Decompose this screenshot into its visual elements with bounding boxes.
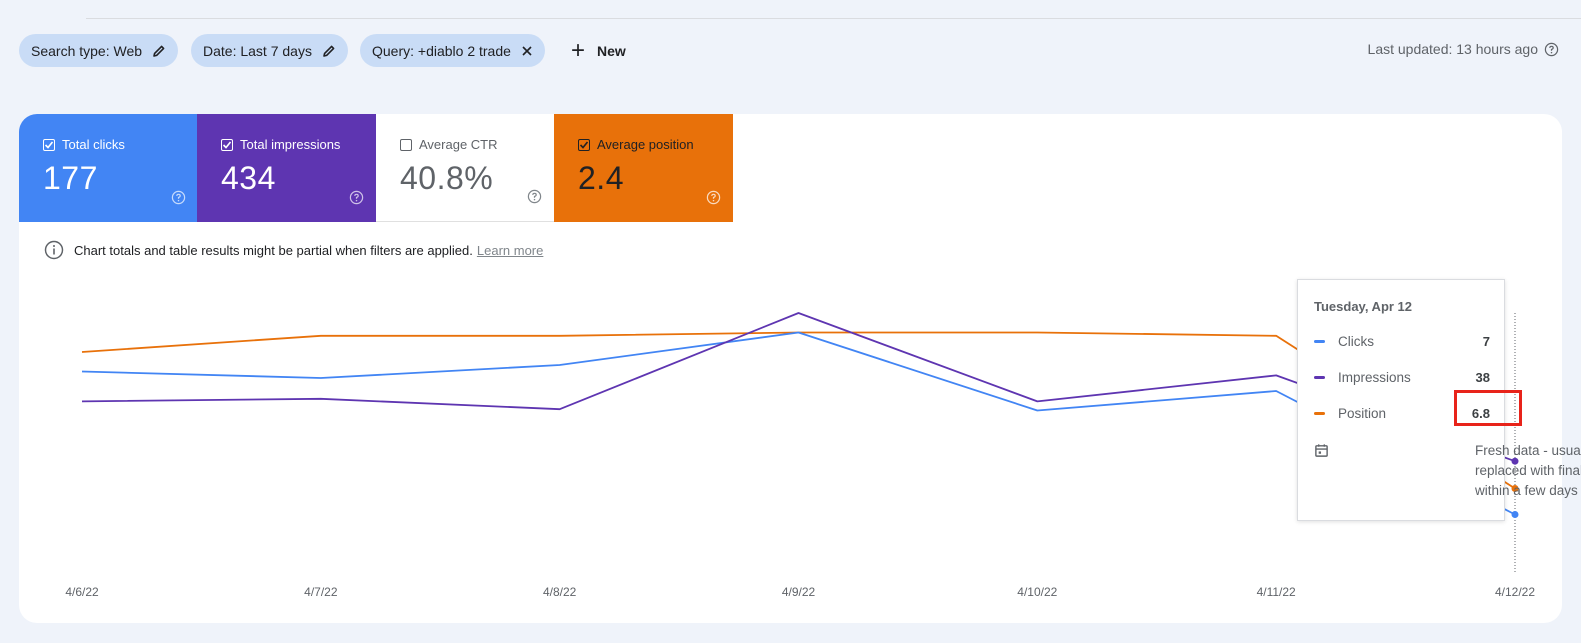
calendar-icon <box>1314 443 1466 501</box>
metric-label: Average CTR <box>419 137 498 152</box>
x-tick-label: 4/12/22 <box>1495 585 1535 599</box>
help-icon[interactable] <box>171 190 186 210</box>
legend-swatch <box>1314 340 1325 343</box>
checkbox-unchecked-icon[interactable] <box>400 138 412 151</box>
notice-text: Chart totals and table results might be … <box>74 242 473 258</box>
filter-chip-label: Query: +diablo 2 trade <box>372 42 511 59</box>
pencil-icon[interactable] <box>152 44 166 58</box>
metric-average-position[interactable]: Average position 2.4 <box>554 114 733 222</box>
tooltip-row-name: Position <box>1338 406 1387 421</box>
tooltip-row-value: 38 <box>1475 370 1490 385</box>
filter-chip-date[interactable]: Date: Last 7 days <box>191 34 348 67</box>
plus-icon: + <box>571 36 586 64</box>
series-line-impressions <box>81 312 1516 463</box>
checkbox-checked-icon[interactable] <box>578 138 590 151</box>
filter-chip-label: Date: Last 7 days <box>203 42 312 59</box>
metric-label: Total impressions <box>240 137 341 152</box>
learn-more-link[interactable]: Learn more <box>476 242 544 258</box>
pencil-icon[interactable] <box>322 44 336 58</box>
metric-total-impressions[interactable]: Total impressions 434 <box>197 114 376 222</box>
tooltip-row-name: Clicks <box>1338 334 1374 349</box>
help-icon[interactable] <box>1544 42 1559 57</box>
data-point-clicks[interactable] <box>1511 511 1519 518</box>
tooltip-row-impressions: Impressions 38 <box>1314 370 1490 385</box>
metric-label: Total clicks <box>62 137 125 152</box>
filter-chip-query[interactable]: Query: +diablo 2 trade <box>360 34 545 67</box>
x-tick-label: 4/10/22 <box>1017 585 1057 599</box>
tooltip-date: Tuesday, Apr 12 <box>1314 299 1413 314</box>
checkbox-checked-icon[interactable] <box>221 138 233 151</box>
x-tick-label: 4/8/22 <box>543 585 577 599</box>
data-point-position[interactable] <box>1511 485 1519 492</box>
tooltip-row-value: 7 <box>1482 334 1490 349</box>
x-tick-label: 4/9/22 <box>782 585 816 599</box>
legend-swatch <box>1314 412 1325 415</box>
tooltip-row-value: 6.8 <box>1471 406 1490 421</box>
metric-average-ctr[interactable]: Average CTR 40.8% <box>376 114 555 222</box>
metric-total-clicks[interactable]: Total clicks 177 <box>19 114 198 222</box>
fresh-data-note: Fresh data - usually replaced with final… <box>1314 441 1581 501</box>
top-divider <box>86 18 1581 19</box>
tooltip-row-position: Position 6.8 <box>1314 406 1490 421</box>
legend-swatch <box>1314 376 1325 379</box>
new-filter-button[interactable]: + New <box>571 34 626 67</box>
x-tick-label: 4/6/22 <box>65 585 99 599</box>
tooltip-row-name: Impressions <box>1338 370 1411 385</box>
series-line-clicks <box>81 331 1516 516</box>
performance-line-chart[interactable]: 4/6/22 4/7/22 4/8/22 4/9/22 4/10/22 4/11/22 4/… <box>0 114 1581 614</box>
x-tick-label: 4/11/22 <box>1257 585 1296 599</box>
checkbox-checked-icon[interactable] <box>43 138 55 151</box>
filter-chip-search-type[interactable]: Search type: Web <box>19 34 179 67</box>
metric-value: 40.8% <box>400 160 494 196</box>
metric-value: 434 <box>221 160 276 196</box>
help-icon[interactable] <box>527 189 542 209</box>
x-tick-label: 4/7/22 <box>304 585 338 599</box>
last-updated-text: Last updated: 13 hours ago <box>1367 41 1538 57</box>
position-value-highlight <box>1454 390 1522 426</box>
close-icon[interactable] <box>521 45 533 57</box>
data-point-impressions[interactable] <box>1511 457 1519 465</box>
new-filter-label: New <box>597 42 626 59</box>
chart-tooltip: Tuesday, Apr 12 Clicks 7 Impressions 38 … <box>1297 279 1581 521</box>
filter-notice: Chart totals and table results might be … <box>44 240 543 260</box>
info-icon <box>44 240 64 260</box>
tooltip-row-clicks: Clicks 7 <box>1314 334 1490 349</box>
metric-value: 2.4 <box>578 160 624 196</box>
filter-chip-label: Search type: Web <box>31 42 143 59</box>
metric-value: 177 <box>43 160 98 196</box>
help-icon[interactable] <box>706 190 721 210</box>
fresh-data-text: Fresh data - usually replaced with final… <box>1475 443 1581 498</box>
metric-label: Average position <box>597 137 694 152</box>
last-updated: Last updated: 13 hours ago <box>1368 41 1559 57</box>
help-icon[interactable] <box>349 190 364 210</box>
